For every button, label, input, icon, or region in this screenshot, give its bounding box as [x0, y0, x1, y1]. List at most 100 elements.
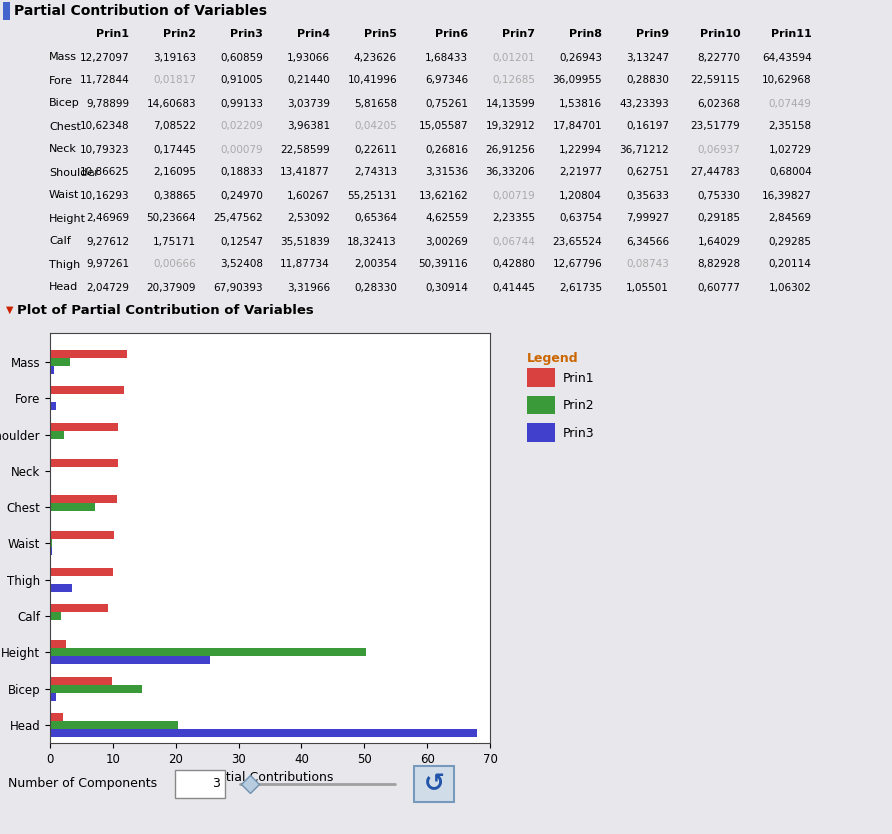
Text: 12,27097: 12,27097 — [79, 53, 129, 63]
FancyBboxPatch shape — [526, 369, 555, 387]
Text: 1,64029: 1,64029 — [698, 237, 740, 247]
Text: 43,23393: 43,23393 — [619, 98, 669, 108]
Text: 2,16095: 2,16095 — [153, 168, 196, 178]
Text: 26,91256: 26,91256 — [485, 144, 535, 154]
Text: 10,79323: 10,79323 — [79, 144, 129, 154]
Text: 9,97261: 9,97261 — [87, 259, 129, 269]
Text: 0,24970: 0,24970 — [220, 190, 263, 200]
Text: 2,04729: 2,04729 — [87, 283, 129, 293]
Text: Prin3: Prin3 — [563, 427, 595, 440]
Text: 2,53092: 2,53092 — [287, 214, 330, 224]
Text: 0,68004: 0,68004 — [769, 168, 812, 178]
Text: 11,87734: 11,87734 — [280, 259, 330, 269]
Text: 10,86625: 10,86625 — [79, 168, 129, 178]
Text: Fore: Fore — [49, 76, 73, 86]
Text: 14,13599: 14,13599 — [485, 98, 535, 108]
Text: 2,35158: 2,35158 — [769, 122, 812, 132]
Text: 19,32912: 19,32912 — [485, 122, 535, 132]
Text: 2,00354: 2,00354 — [354, 259, 397, 269]
Text: 18,32413: 18,32413 — [347, 237, 397, 247]
Bar — [50, 604, 108, 612]
Text: Prin7: Prin7 — [502, 29, 535, 39]
Text: 0,28830: 0,28830 — [626, 76, 669, 86]
Text: Prin11: Prin11 — [771, 29, 812, 39]
Text: 25,47562: 25,47562 — [213, 214, 263, 224]
Text: 2,46969: 2,46969 — [87, 214, 129, 224]
Text: 0,65364: 0,65364 — [354, 214, 397, 224]
Text: 1,93066: 1,93066 — [287, 53, 330, 63]
Text: Prin2: Prin2 — [563, 399, 595, 412]
Bar — [175, 770, 225, 798]
Text: 64,43594: 64,43594 — [762, 53, 812, 63]
Text: 23,51779: 23,51779 — [690, 122, 740, 132]
Text: 1,22994: 1,22994 — [559, 144, 602, 154]
Text: Prin1: Prin1 — [96, 29, 129, 39]
Text: 10,16293: 10,16293 — [79, 190, 129, 200]
Text: 0,21440: 0,21440 — [287, 76, 330, 86]
Text: 0,30914: 0,30914 — [425, 283, 468, 293]
Text: Thigh: Thigh — [49, 259, 80, 269]
Text: Bicep: Bicep — [49, 98, 79, 108]
Text: 1,02729: 1,02729 — [769, 144, 812, 154]
Text: 55,25131: 55,25131 — [347, 190, 397, 200]
Bar — [50, 584, 72, 591]
FancyBboxPatch shape — [526, 424, 555, 442]
Text: 0,08743: 0,08743 — [626, 259, 669, 269]
Text: 0,62751: 0,62751 — [626, 168, 669, 178]
Text: 0,18833: 0,18833 — [220, 168, 263, 178]
Text: 35,51839: 35,51839 — [280, 237, 330, 247]
Text: 0,01817: 0,01817 — [153, 76, 196, 86]
Text: Prin8: Prin8 — [569, 29, 602, 39]
Text: 4,23626: 4,23626 — [354, 53, 397, 63]
Text: 9,27612: 9,27612 — [87, 237, 129, 247]
Text: 0,41445: 0,41445 — [492, 283, 535, 293]
Text: 0,06744: 0,06744 — [492, 237, 535, 247]
Text: 0,29185: 0,29185 — [698, 214, 740, 224]
Text: 36,71212: 36,71212 — [619, 144, 669, 154]
Text: 7,99927: 7,99927 — [626, 214, 669, 224]
Text: 1,20804: 1,20804 — [559, 190, 602, 200]
Bar — [50, 685, 142, 692]
Text: 20,37909: 20,37909 — [147, 283, 196, 293]
Text: 0,00666: 0,00666 — [153, 259, 196, 269]
Text: 0,20114: 0,20114 — [769, 259, 812, 269]
Text: 0,06937: 0,06937 — [698, 144, 740, 154]
Text: 0,16197: 0,16197 — [626, 122, 669, 132]
Text: 1,06302: 1,06302 — [769, 283, 812, 293]
Text: 67,90393: 67,90393 — [213, 283, 263, 293]
FancyBboxPatch shape — [3, 3, 10, 20]
Text: 0,26943: 0,26943 — [559, 53, 602, 63]
Bar — [50, 467, 51, 475]
Text: 0,35633: 0,35633 — [626, 190, 669, 200]
Text: 3,19163: 3,19163 — [153, 53, 196, 63]
Text: 0,28330: 0,28330 — [354, 283, 397, 293]
Bar — [50, 386, 124, 394]
Bar — [50, 713, 62, 721]
Bar — [50, 641, 65, 648]
Text: 2,74313: 2,74313 — [354, 168, 397, 178]
Text: 0,75330: 0,75330 — [698, 190, 740, 200]
Text: 0,12547: 0,12547 — [220, 237, 263, 247]
Text: 14,60683: 14,60683 — [146, 98, 196, 108]
Bar — [50, 459, 118, 467]
Bar — [50, 547, 52, 555]
Text: Shoulder: Shoulder — [49, 168, 99, 178]
Text: Plot of Partial Contribution of Variables: Plot of Partial Contribution of Variable… — [17, 304, 313, 316]
Text: Height: Height — [49, 214, 86, 224]
Text: 1,60267: 1,60267 — [287, 190, 330, 200]
Bar — [50, 721, 178, 729]
Text: 0,17445: 0,17445 — [153, 144, 196, 154]
Bar — [50, 729, 477, 736]
Text: Chest: Chest — [49, 122, 81, 132]
Text: 0,26816: 0,26816 — [425, 144, 468, 154]
Text: Legend: Legend — [526, 352, 578, 364]
Bar — [50, 439, 51, 446]
Text: 50,23664: 50,23664 — [146, 214, 196, 224]
Text: 3,52408: 3,52408 — [220, 259, 263, 269]
Text: 3,31966: 3,31966 — [287, 283, 330, 293]
Text: Neck: Neck — [49, 144, 77, 154]
Text: Prin1: Prin1 — [563, 372, 595, 384]
Text: 0,01201: 0,01201 — [492, 53, 535, 63]
Bar — [50, 402, 55, 410]
Text: 11,72844: 11,72844 — [79, 76, 129, 86]
